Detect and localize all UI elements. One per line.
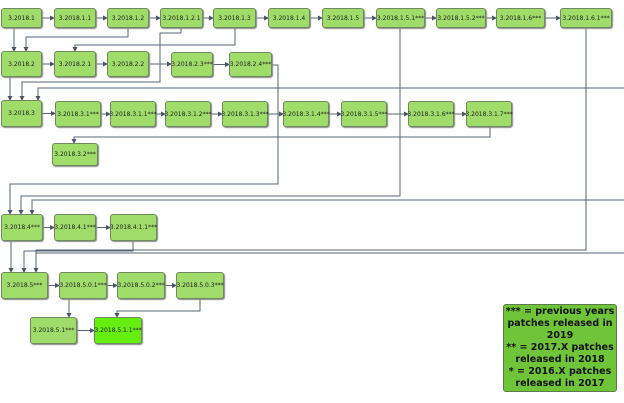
legend-line: ** = 2017.X patches (506, 342, 614, 353)
version-node: 3.2018.1.5.2*** (436, 8, 486, 28)
version-node: 3.2018.3.1.1*** (109, 101, 157, 127)
legend-line: *** = previous years (505, 306, 615, 317)
version-node: 3.2018.1.2 (107, 8, 149, 28)
version-node: 3.2018.2.3*** (171, 52, 213, 77)
connector-line (21, 241, 134, 273)
connector-line (114, 299, 201, 318)
version-node: 3.2018.1.6*** (496, 8, 545, 28)
connector-line (7, 64, 279, 215)
legend-line: patches released in 2019 (507, 318, 613, 341)
version-node: 3.2018.1.4 (268, 8, 310, 28)
version-node: 3.2018.1.1 (54, 8, 96, 28)
version-node: 3.2018.5.0.1*** (59, 272, 107, 299)
version-node: 3.2018.3.1.3*** (221, 101, 269, 127)
connector-line (18, 28, 401, 215)
connector-line (19, 28, 182, 101)
connector-line (29, 199, 624, 215)
version-node: 3.2018.1.3 (213, 8, 256, 28)
connector-line (35, 87, 624, 101)
version-node: 3.2018.4.1.1*** (110, 214, 157, 241)
version-node: 3.2018.3.1.2*** (164, 101, 212, 127)
version-node: 3.2018.4.1*** (54, 214, 96, 241)
version-node: 3.2018.1.2.1 (160, 8, 203, 28)
connector-line (33, 28, 587, 273)
connector-line (23, 28, 129, 52)
version-node: 3.2018.3.1.5*** (340, 101, 388, 127)
version-node: 3.2018.3.1.6*** (407, 101, 455, 127)
legend-line: released in 2018 (515, 354, 605, 365)
version-node: 3.2018.1.5 (322, 8, 364, 28)
version-node: 3.2018.3.1*** (55, 101, 101, 127)
legend-line: released in 2017 (515, 378, 605, 389)
version-node: 3.2018.3.1.4*** (282, 101, 330, 127)
version-node: 3.2018.5.0.2*** (117, 272, 165, 299)
version-node: 3.2018.3.1.7*** (465, 101, 513, 127)
version-node: 3.2018.5.1.1*** (94, 317, 142, 344)
version-node: 3.2018.2.1 (54, 51, 96, 77)
version-node: 3.2018.2.4*** (229, 52, 272, 77)
version-node: 3.2018.4*** (1, 214, 43, 241)
connector-line (72, 28, 236, 52)
version-node: 3.2018.5*** (1, 272, 48, 299)
version-node: 3.2018.5.0.3*** (176, 272, 224, 299)
version-node: 3.2018.1 (1, 8, 42, 28)
version-node: 3.2018.2.2 (107, 51, 149, 77)
legend-box: *** = previous years patches released in… (503, 304, 617, 392)
version-node: 3.2018.5.1*** (30, 317, 77, 344)
version-node: 3.2018.3.2*** (52, 143, 98, 166)
version-node: 3.2018.2 (1, 51, 42, 77)
version-node: 3.2018.1.6.1*** (560, 8, 612, 28)
connector-line (71, 127, 491, 144)
version-node: 3.2018.3 (1, 100, 42, 127)
legend-line: * = 2016.X patches (508, 366, 612, 377)
version-node: 3.2018.1.5.1*** (376, 8, 425, 28)
